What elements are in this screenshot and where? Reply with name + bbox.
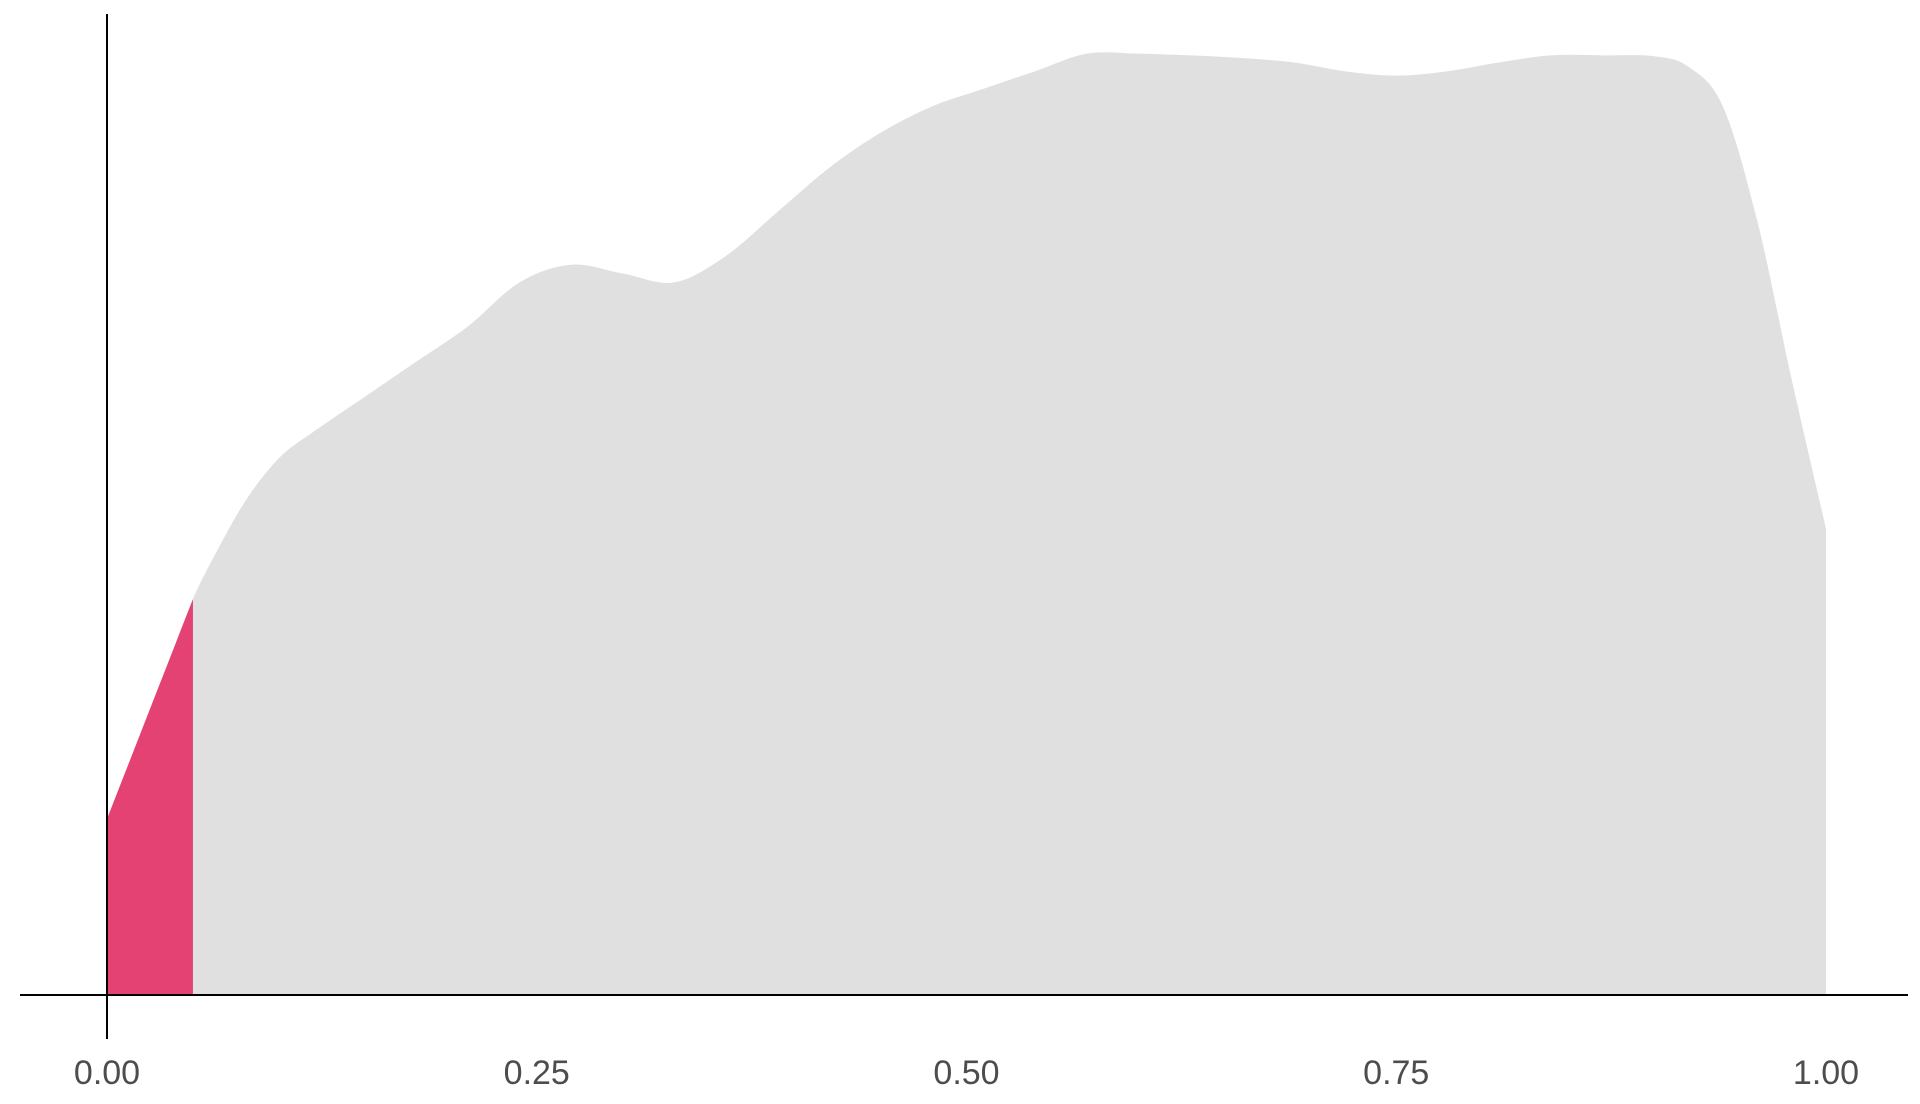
x-tick-label: 0.75 — [1363, 1054, 1429, 1092]
x-tick-labels: 0.00 0.25 0.50 0.75 1.00 — [74, 1054, 1859, 1092]
x-tick-label: 0.00 — [74, 1054, 140, 1092]
density-area — [107, 52, 1826, 996]
x-tick-label: 1.00 — [1793, 1054, 1859, 1092]
x-tick-label: 0.50 — [933, 1054, 999, 1092]
density-area-layer — [107, 52, 1826, 996]
highlighted-tail-area — [107, 599, 193, 995]
x-tick-label: 0.25 — [504, 1054, 570, 1092]
